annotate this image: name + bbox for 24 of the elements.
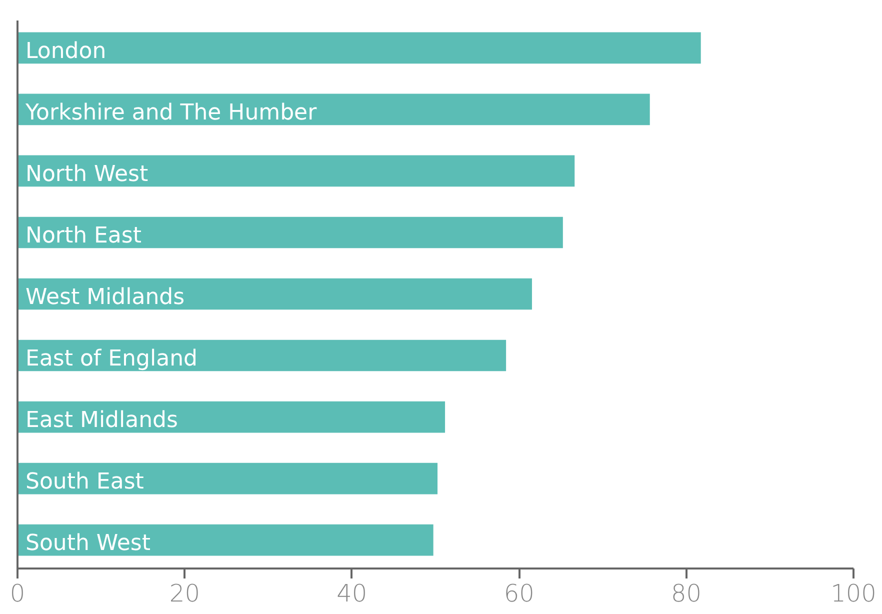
x-tick-label: 100 (830, 580, 876, 608)
bar (17, 155, 575, 187)
x-tick-label: 80 (671, 580, 702, 608)
x-tick-label: 40 (336, 580, 368, 608)
bar (17, 216, 563, 248)
x-tick-label: 60 (504, 580, 534, 608)
bar (17, 524, 434, 556)
x-tick-label: 0 (10, 580, 26, 608)
bar (17, 278, 532, 310)
y-tick-label: West Midlands (26, 285, 185, 310)
bar (17, 32, 701, 64)
x-tick-label: 20 (169, 580, 200, 608)
y-tick-label: London (26, 38, 106, 64)
y-tick-label: South East (26, 470, 144, 495)
bar (17, 401, 446, 433)
y-tick-label: East Midlands (26, 408, 178, 434)
y-tick-label: Yorkshire and The Humber (24, 100, 318, 126)
bar (17, 94, 650, 126)
y-tick-label: South West (26, 531, 151, 556)
bar (17, 340, 506, 372)
y-tick-label: North West (26, 162, 148, 187)
y-tick-label: East of England (26, 346, 198, 372)
bar (17, 462, 438, 494)
y-tick-label: North East (26, 223, 142, 248)
